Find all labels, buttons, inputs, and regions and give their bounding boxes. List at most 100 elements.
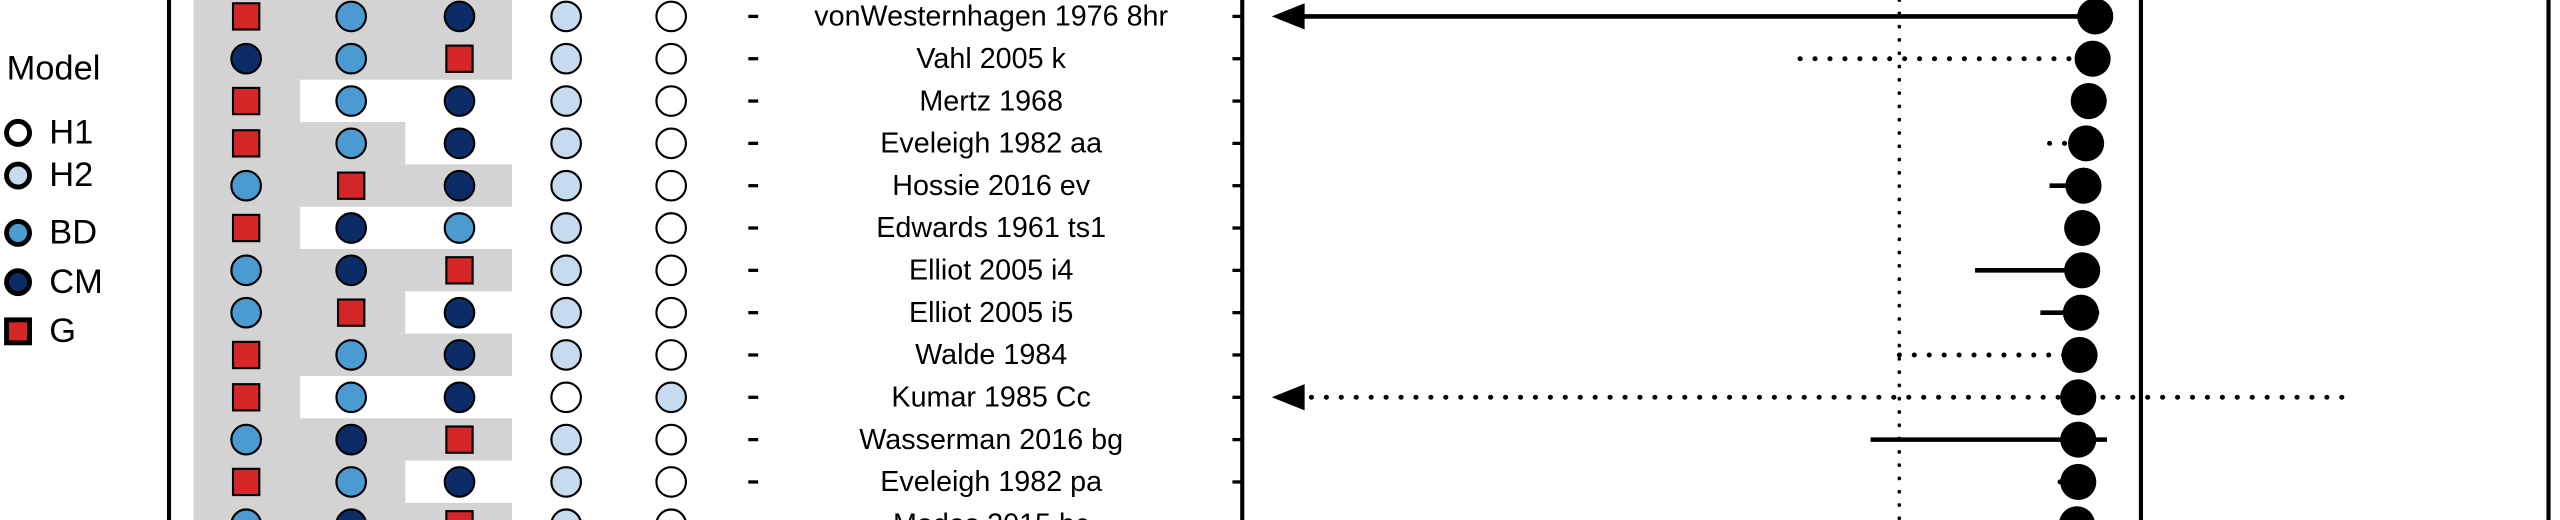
legend-swatch bbox=[4, 218, 32, 247]
estimate-point bbox=[2064, 209, 2101, 247]
row-label: Hossie 2016 ev bbox=[892, 170, 1091, 202]
symbol-circle bbox=[655, 85, 688, 117]
symbol-circle bbox=[443, 296, 476, 329]
symbol-circle bbox=[335, 85, 368, 117]
row-label: Eveleigh 1982 pa bbox=[880, 466, 1102, 498]
symbol-square bbox=[445, 44, 474, 73]
symbol-circle bbox=[335, 466, 368, 498]
row-label: Edwards 1961 ts1 bbox=[876, 212, 1106, 244]
legend-label: H2 bbox=[49, 156, 93, 194]
estimate-point bbox=[2068, 125, 2105, 162]
symbol-circle bbox=[230, 508, 262, 520]
symbol-circle bbox=[550, 381, 582, 414]
symbol-circle bbox=[443, 212, 476, 244]
symbol-circle bbox=[550, 254, 582, 287]
row-label: Modes 2015 bc bbox=[893, 508, 1089, 520]
symbol-circle bbox=[230, 42, 262, 75]
row-label: Kumar 1985 Cc bbox=[891, 382, 1090, 414]
symbol-circle bbox=[443, 339, 476, 371]
legend-label: CM bbox=[49, 263, 103, 301]
symbol-circle bbox=[655, 212, 688, 244]
estimate-point bbox=[2061, 336, 2098, 374]
symbol-circle bbox=[655, 381, 688, 414]
symbol-circle bbox=[655, 127, 688, 160]
row-shade bbox=[193, 122, 406, 165]
symbol-circle bbox=[335, 254, 368, 287]
symbol-circle bbox=[655, 466, 688, 498]
arrow-head bbox=[1271, 384, 1305, 411]
symbol-circle bbox=[655, 0, 688, 33]
row-label: vonWesternhagen 1976 8hr bbox=[814, 1, 1168, 33]
symbol-square bbox=[231, 467, 261, 497]
symbol-circle bbox=[655, 339, 688, 371]
symbol-circle bbox=[550, 42, 582, 75]
symbol-circle bbox=[335, 339, 368, 371]
row-label: Mertz 1968 bbox=[919, 85, 1063, 117]
legend-label: G bbox=[49, 312, 76, 350]
symbol-circle bbox=[443, 169, 476, 202]
symbol-circle bbox=[655, 296, 688, 329]
symbol-square bbox=[445, 425, 474, 454]
symbol-square bbox=[231, 383, 261, 412]
symbol-circle bbox=[550, 296, 582, 329]
symbol-circle bbox=[550, 169, 582, 202]
legend-label: BD bbox=[49, 214, 97, 252]
row-label: Eveleigh 1982 aa bbox=[880, 128, 1102, 160]
estimate-point bbox=[2059, 506, 2095, 520]
symbol-square bbox=[231, 213, 261, 243]
legend-swatch bbox=[4, 161, 32, 190]
symbol-circle bbox=[655, 169, 688, 202]
estimate-point bbox=[2070, 83, 2107, 120]
symbol-circle bbox=[655, 508, 687, 520]
estimate-point bbox=[2074, 40, 2111, 77]
estimate-point bbox=[2060, 379, 2097, 416]
row-label: Walde 1984 bbox=[915, 339, 1067, 371]
symbol-square bbox=[336, 171, 366, 200]
estimate-point bbox=[2065, 167, 2102, 204]
arrow-head bbox=[1271, 3, 1305, 30]
symbol-circle bbox=[335, 423, 368, 456]
symbol-circle bbox=[655, 423, 688, 456]
legend-label: H1 bbox=[49, 114, 93, 152]
symbol-square bbox=[445, 510, 474, 520]
symbol-circle bbox=[443, 0, 476, 33]
symbol-circle bbox=[550, 212, 582, 244]
symbol-circle bbox=[550, 85, 582, 117]
symbol-circle bbox=[230, 254, 262, 287]
symbol-circle bbox=[335, 508, 367, 520]
symbol-circle bbox=[230, 169, 262, 202]
symbol-circle bbox=[335, 42, 368, 75]
symbol-circle bbox=[335, 381, 368, 414]
row-shade bbox=[193, 291, 406, 334]
symbol-circle bbox=[550, 127, 582, 160]
symbol-circle bbox=[443, 85, 476, 117]
legend-swatch bbox=[4, 118, 32, 147]
row-label: Wasserman 2016 bg bbox=[859, 424, 1123, 456]
row-shade bbox=[193, 460, 406, 503]
symbol-circle bbox=[335, 212, 368, 244]
symbol-circle bbox=[443, 127, 476, 160]
symbol-circle bbox=[230, 296, 262, 329]
symbol-square bbox=[231, 86, 261, 116]
row-label: Vahl 2005 k bbox=[916, 43, 1066, 75]
symbol-circle bbox=[550, 466, 582, 498]
row-label: Elliot 2005 i4 bbox=[909, 255, 1073, 287]
symbol-circle bbox=[550, 0, 582, 33]
legend-swatch bbox=[4, 317, 32, 346]
symbol-circle bbox=[443, 466, 476, 498]
symbol-square bbox=[231, 129, 261, 158]
symbol-square bbox=[336, 298, 366, 327]
row-label: Elliot 2005 i5 bbox=[909, 297, 1073, 329]
symbol-circle bbox=[335, 0, 368, 33]
estimate-point bbox=[2064, 252, 2101, 289]
symbol-square bbox=[231, 340, 261, 370]
symbol-circle bbox=[230, 423, 262, 456]
symbol-circle bbox=[335, 127, 368, 160]
estimate-point bbox=[2062, 294, 2099, 331]
legend-swatch bbox=[4, 268, 32, 297]
estimate-point bbox=[2077, 0, 2114, 35]
symbol-circle bbox=[655, 42, 688, 75]
estimate-point bbox=[2060, 421, 2097, 458]
